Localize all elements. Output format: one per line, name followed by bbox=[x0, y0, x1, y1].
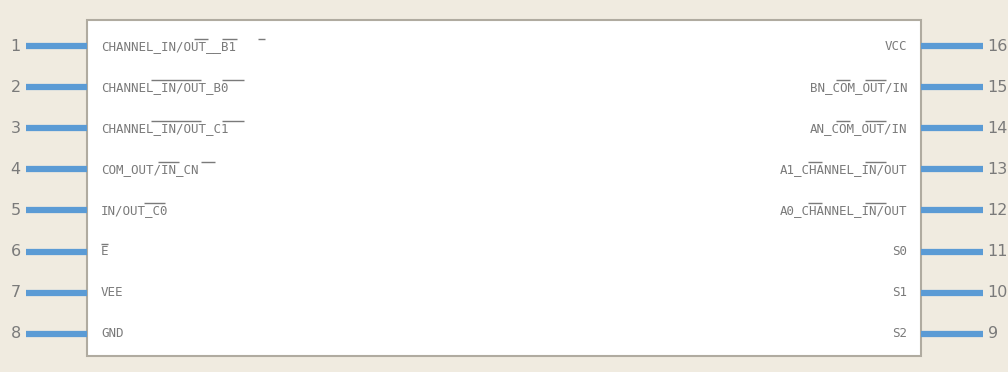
Bar bbox=[87, 20, 921, 356]
Text: 8: 8 bbox=[10, 326, 21, 341]
Text: 14: 14 bbox=[988, 121, 1008, 136]
Text: 6: 6 bbox=[11, 244, 21, 259]
Text: A0_CHANNEL_IN/OUT: A0_CHANNEL_IN/OUT bbox=[780, 204, 907, 217]
Text: 13: 13 bbox=[988, 162, 1008, 177]
Text: CHANNEL_IN/OUT_B0: CHANNEL_IN/OUT_B0 bbox=[101, 81, 229, 94]
Text: E: E bbox=[101, 245, 109, 258]
Text: 5: 5 bbox=[11, 203, 21, 218]
Text: 3: 3 bbox=[11, 121, 21, 136]
Text: GND: GND bbox=[101, 327, 124, 340]
Text: A1_CHANNEL_IN/OUT: A1_CHANNEL_IN/OUT bbox=[780, 163, 907, 176]
Text: 9: 9 bbox=[988, 326, 998, 341]
Text: AN_COM_OUT/IN: AN_COM_OUT/IN bbox=[809, 122, 907, 135]
Text: 11: 11 bbox=[988, 244, 1008, 259]
Text: COM_OUT/IN_CN: COM_OUT/IN_CN bbox=[101, 163, 199, 176]
Text: 4: 4 bbox=[11, 162, 21, 177]
Text: 7: 7 bbox=[11, 285, 21, 300]
Text: 16: 16 bbox=[988, 39, 1008, 54]
Text: S2: S2 bbox=[892, 327, 907, 340]
Text: 12: 12 bbox=[988, 203, 1008, 218]
Text: 2: 2 bbox=[11, 80, 21, 95]
Text: VCC: VCC bbox=[885, 40, 907, 53]
Text: 15: 15 bbox=[988, 80, 1008, 95]
Text: CHANNEL_IN/OUT__B1: CHANNEL_IN/OUT__B1 bbox=[101, 40, 236, 53]
Text: IN/OUT_C0: IN/OUT_C0 bbox=[101, 204, 168, 217]
Text: BN_COM_OUT/IN: BN_COM_OUT/IN bbox=[809, 81, 907, 94]
Text: CHANNEL_IN/OUT_C1: CHANNEL_IN/OUT_C1 bbox=[101, 122, 229, 135]
Text: 10: 10 bbox=[988, 285, 1008, 300]
Text: VEE: VEE bbox=[101, 286, 124, 299]
Text: S1: S1 bbox=[892, 286, 907, 299]
Text: 1: 1 bbox=[10, 39, 21, 54]
Text: S0: S0 bbox=[892, 245, 907, 258]
